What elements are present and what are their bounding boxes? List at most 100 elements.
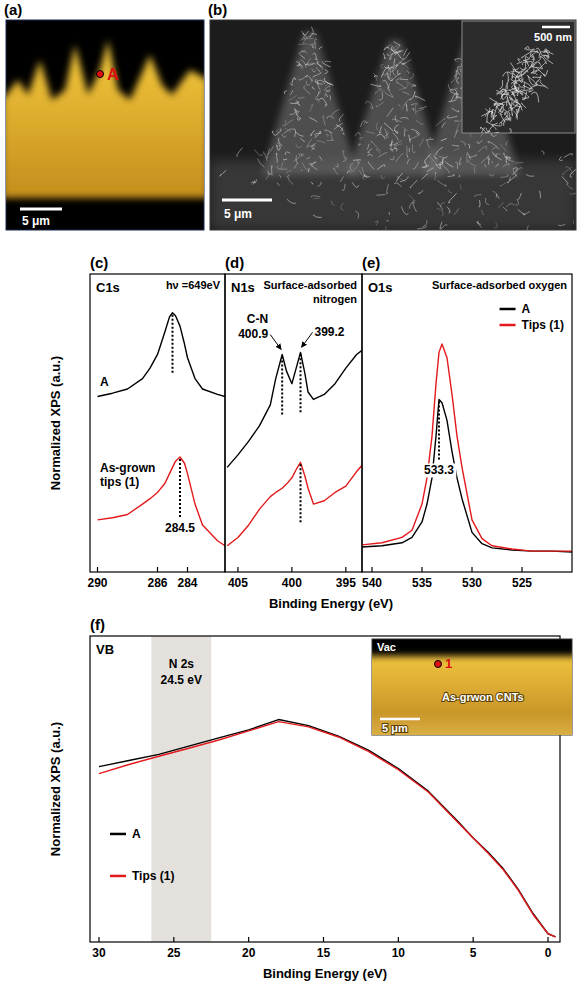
fiber bbox=[410, 180, 417, 188]
fiber bbox=[295, 102, 299, 104]
fiber bbox=[507, 175, 517, 183]
fiber bbox=[496, 194, 499, 199]
fiber bbox=[503, 207, 507, 211]
fiber bbox=[341, 203, 344, 210]
fiber bbox=[366, 101, 371, 104]
legend-swatch bbox=[110, 833, 126, 836]
fiber bbox=[324, 78, 333, 85]
peak-line bbox=[438, 401, 440, 459]
series-line bbox=[99, 722, 556, 937]
fiber bbox=[316, 92, 319, 98]
fiber bbox=[406, 104, 408, 111]
fiber bbox=[306, 81, 310, 86]
fiber bbox=[343, 150, 345, 159]
x-tick-label: 10 bbox=[392, 946, 406, 960]
fiber bbox=[442, 225, 448, 229]
fiber bbox=[416, 132, 420, 136]
fiber bbox=[492, 152, 496, 157]
fiber bbox=[454, 209, 459, 215]
fiber bbox=[288, 95, 297, 100]
fiber bbox=[501, 106, 504, 112]
panel-label: (a) bbox=[4, 1, 22, 18]
fiber bbox=[492, 132, 499, 133]
fiber bbox=[387, 184, 389, 194]
fiber bbox=[573, 220, 574, 224]
fiber bbox=[294, 164, 298, 169]
x-tick bbox=[471, 567, 472, 572]
fiber bbox=[489, 98, 497, 103]
fiber bbox=[429, 155, 437, 163]
fiber bbox=[305, 64, 314, 65]
fiber bbox=[447, 207, 450, 213]
x-tick bbox=[371, 567, 372, 572]
fiber bbox=[507, 83, 508, 90]
fiber bbox=[272, 131, 275, 136]
fiber bbox=[362, 167, 367, 177]
fiber bbox=[393, 42, 400, 46]
series-label: As-growntips (1) bbox=[100, 461, 155, 489]
fiber bbox=[404, 129, 406, 136]
fiber bbox=[394, 59, 395, 66]
fiber bbox=[394, 141, 402, 149]
fiber bbox=[486, 146, 487, 150]
fiber bbox=[311, 27, 313, 34]
x-tick bbox=[291, 567, 292, 572]
fiber bbox=[279, 175, 281, 178]
chart-title: O1s bbox=[368, 280, 393, 295]
fiber bbox=[298, 97, 304, 99]
fiber bbox=[281, 162, 283, 169]
fiber bbox=[536, 68, 544, 76]
fiber bbox=[388, 83, 390, 90]
y-axis-title: Normalized XPS (a.u.) bbox=[48, 722, 63, 856]
fiber bbox=[509, 177, 510, 181]
fiber bbox=[357, 160, 359, 163]
fiber bbox=[518, 59, 521, 62]
scale-label: 5 μm bbox=[382, 722, 408, 734]
fiber bbox=[505, 157, 511, 160]
fiber bbox=[389, 143, 398, 145]
fiber bbox=[461, 141, 466, 145]
fiber bbox=[529, 85, 538, 92]
fiber bbox=[315, 59, 318, 60]
x-tick bbox=[237, 567, 238, 572]
fiber bbox=[380, 126, 382, 133]
fiber bbox=[394, 183, 401, 187]
fiber bbox=[311, 148, 314, 150]
fiber bbox=[376, 149, 380, 153]
fiber bbox=[448, 193, 456, 202]
fiber bbox=[422, 174, 428, 180]
x-tick-label: 525 bbox=[512, 576, 532, 590]
fiber bbox=[486, 109, 493, 112]
fiber bbox=[285, 128, 291, 132]
x-tick bbox=[345, 567, 346, 572]
fiber bbox=[511, 98, 513, 107]
fiber bbox=[430, 139, 434, 141]
fiber bbox=[391, 73, 400, 81]
fiber bbox=[392, 119, 401, 122]
x-tick-label: 0 bbox=[545, 946, 552, 960]
peak-line bbox=[300, 464, 302, 522]
fiber bbox=[360, 137, 363, 140]
inset-fibers bbox=[479, 47, 553, 133]
chart-title: VB bbox=[96, 642, 114, 657]
chart-title: N1s bbox=[231, 280, 255, 295]
fiber bbox=[454, 130, 458, 138]
fiber bbox=[277, 183, 280, 186]
fiber bbox=[482, 210, 485, 215]
fiber bbox=[488, 158, 490, 164]
x-tick bbox=[187, 567, 188, 572]
plot-area bbox=[98, 313, 226, 546]
fiber bbox=[308, 43, 316, 45]
fiber bbox=[510, 90, 516, 96]
fiber bbox=[391, 140, 392, 148]
fiber bbox=[413, 202, 417, 212]
fiber bbox=[282, 120, 285, 125]
fiber bbox=[390, 53, 392, 59]
annotation: Surface-adsorbed oxygen bbox=[432, 279, 567, 291]
fiber bbox=[403, 127, 408, 131]
fiber bbox=[385, 129, 389, 138]
fiber bbox=[500, 182, 506, 186]
x-tick-label: 30 bbox=[92, 946, 106, 960]
fiber bbox=[309, 117, 317, 122]
legend-swatch bbox=[500, 324, 516, 327]
